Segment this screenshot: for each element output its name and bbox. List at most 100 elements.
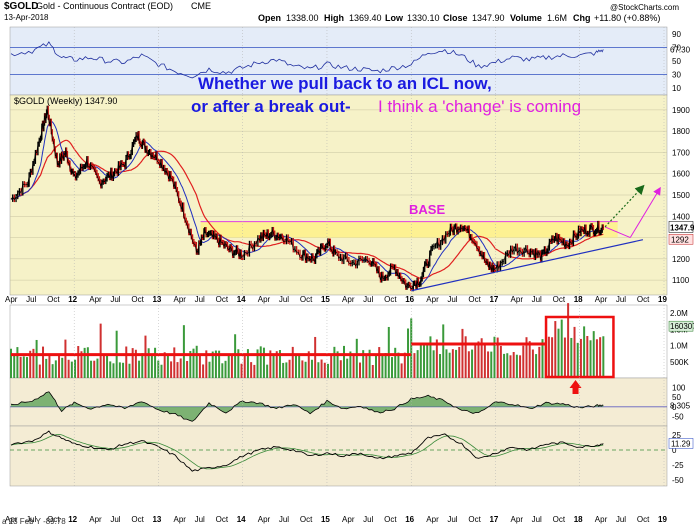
x-tick-label: 15 (321, 295, 330, 304)
x-tick-label: Jul (110, 515, 120, 524)
x-tick-label: Jul (616, 295, 626, 304)
volume-tick-label: 500K (670, 358, 689, 367)
base-zone-band (200, 221, 618, 238)
price-tick-label: 1800 (672, 127, 690, 136)
low-label: Low (385, 13, 404, 23)
x-tick-label: Oct (384, 295, 397, 304)
x-tick-label: Oct (131, 515, 144, 524)
price-tick-label: 1500 (672, 191, 690, 200)
rsi-chart: 10 30 50 70 90 67.30 (10, 30, 691, 93)
x-tick-label: 16 (405, 295, 414, 304)
x-tick-label: Apr (5, 515, 18, 524)
x-tick-label: 16 (405, 515, 414, 524)
x-tick-label: Jul (363, 295, 373, 304)
exchange: CME (191, 1, 211, 11)
x-tick-label: 18 (574, 515, 583, 524)
x-tick-label: 19 (658, 515, 667, 524)
x-tick-label: Oct (384, 515, 397, 524)
projection-arrow-green (604, 184, 645, 228)
osc2-line (10, 430, 604, 472)
close-label: Close (443, 13, 468, 23)
x-tick-label: Apr (174, 295, 187, 304)
x-tick-label: Apr (258, 515, 271, 524)
x-tick-label: Oct (468, 515, 481, 524)
x-tick-label: Jul (532, 515, 542, 524)
x-tick-label: Oct (300, 295, 313, 304)
open-value: 1338.00 (286, 13, 319, 23)
x-tick-label: Apr (89, 295, 102, 304)
base-label: BASE (409, 202, 445, 217)
volume-highlight-arrow (569, 380, 582, 394)
x-tick-label: Jul (279, 515, 289, 524)
x-tick-label: 19 (658, 295, 667, 304)
x-tick-label: Oct (47, 295, 60, 304)
source-watermark: @StockCharts.com (610, 3, 679, 12)
momentum-chart: 25 0 -25 -50 11.29 (10, 430, 694, 485)
x-tick-label: Jul (26, 295, 36, 304)
instrument-name: Gold - Continuous Contract (EOD) (36, 1, 173, 11)
volume-current-value: 1603077 (670, 322, 694, 331)
price-line (10, 108, 604, 290)
osc1-tick-label: 100 (672, 384, 686, 393)
x-tick-label: 13 (152, 515, 161, 524)
x-tick-label: Oct (47, 515, 60, 524)
osc2-current-value: 11.29 (671, 439, 691, 448)
x-tick-label: 17 (489, 515, 498, 524)
x-tick-label: Apr (342, 295, 355, 304)
rsi-tick-label: 50 (672, 57, 681, 66)
x-tick-label: Oct (468, 295, 481, 304)
x-tick-label: Apr (342, 515, 355, 524)
x-tick-label: Jul (363, 515, 373, 524)
volume-current-tag (668, 320, 694, 332)
annotation-line-2a: or after a break out- (191, 97, 351, 116)
rsi-tick-label: 10 (672, 84, 681, 93)
annotation-line-1: Whether we pull back to an ICL now, (198, 74, 492, 93)
corner-label: a 23 Feb Y -89.78 (2, 517, 66, 526)
x-tick-label: Oct (637, 515, 650, 524)
volume-label: Volume (510, 13, 542, 23)
close-value: 1347.90 (472, 13, 505, 23)
price-tick-label: 1200 (672, 255, 690, 264)
osc1-tick-label: -50 (672, 412, 684, 421)
symbol: $GOLD (4, 1, 38, 12)
chg-value: +11.80 (+0.88%) (594, 13, 660, 23)
x-tick-label: 12 (68, 515, 77, 524)
x-tick-label: Apr (174, 515, 187, 524)
volume-tick-label: 2.0M (670, 309, 688, 318)
ma-value: 1292 (671, 235, 689, 244)
x-tick-label: Jul (447, 295, 457, 304)
rsi-tick-label: 30 (672, 71, 681, 80)
x-tick-label: Jul (195, 295, 205, 304)
osc2-signal-line (10, 433, 604, 470)
chg-label: Chg (573, 13, 591, 23)
osc2-tick-label: 25 (672, 431, 681, 440)
x-tick-label: Jul (195, 515, 205, 524)
price-tick-label: 1700 (672, 148, 690, 157)
projection-arrow-magenta (629, 186, 661, 238)
osc2-tick-label: 0 (672, 446, 677, 455)
current-price-tag (668, 221, 694, 233)
header: $GOLD Gold - Continuous Contract (EOD) C… (4, 1, 679, 23)
x-tick-label: 14 (237, 295, 246, 304)
osc2-tick-label: -25 (672, 461, 684, 470)
x-tick-label: Jul (279, 295, 289, 304)
x-tick-label: Oct (637, 295, 650, 304)
x-tick-label: Apr (5, 295, 18, 304)
price-tick-label: 1900 (672, 106, 690, 115)
high-value: 1369.40 (349, 13, 382, 23)
osc1-tick-label: 50 (672, 393, 681, 402)
x-tick-label: 14 (237, 515, 246, 524)
x-tick-label: 12 (68, 295, 77, 304)
rising-trendline (411, 239, 644, 292)
x-tick-label: Apr (511, 515, 524, 524)
x-tick-label: 15 (321, 515, 330, 524)
osc2-current-tag (668, 438, 694, 449)
x-tick-label: 13 (152, 295, 161, 304)
volume-tick-label: 1.0M (670, 342, 688, 351)
rsi-current-value: 67.30 (670, 45, 691, 54)
open-label: Open (258, 13, 281, 23)
x-tick-label: Oct (216, 515, 229, 524)
